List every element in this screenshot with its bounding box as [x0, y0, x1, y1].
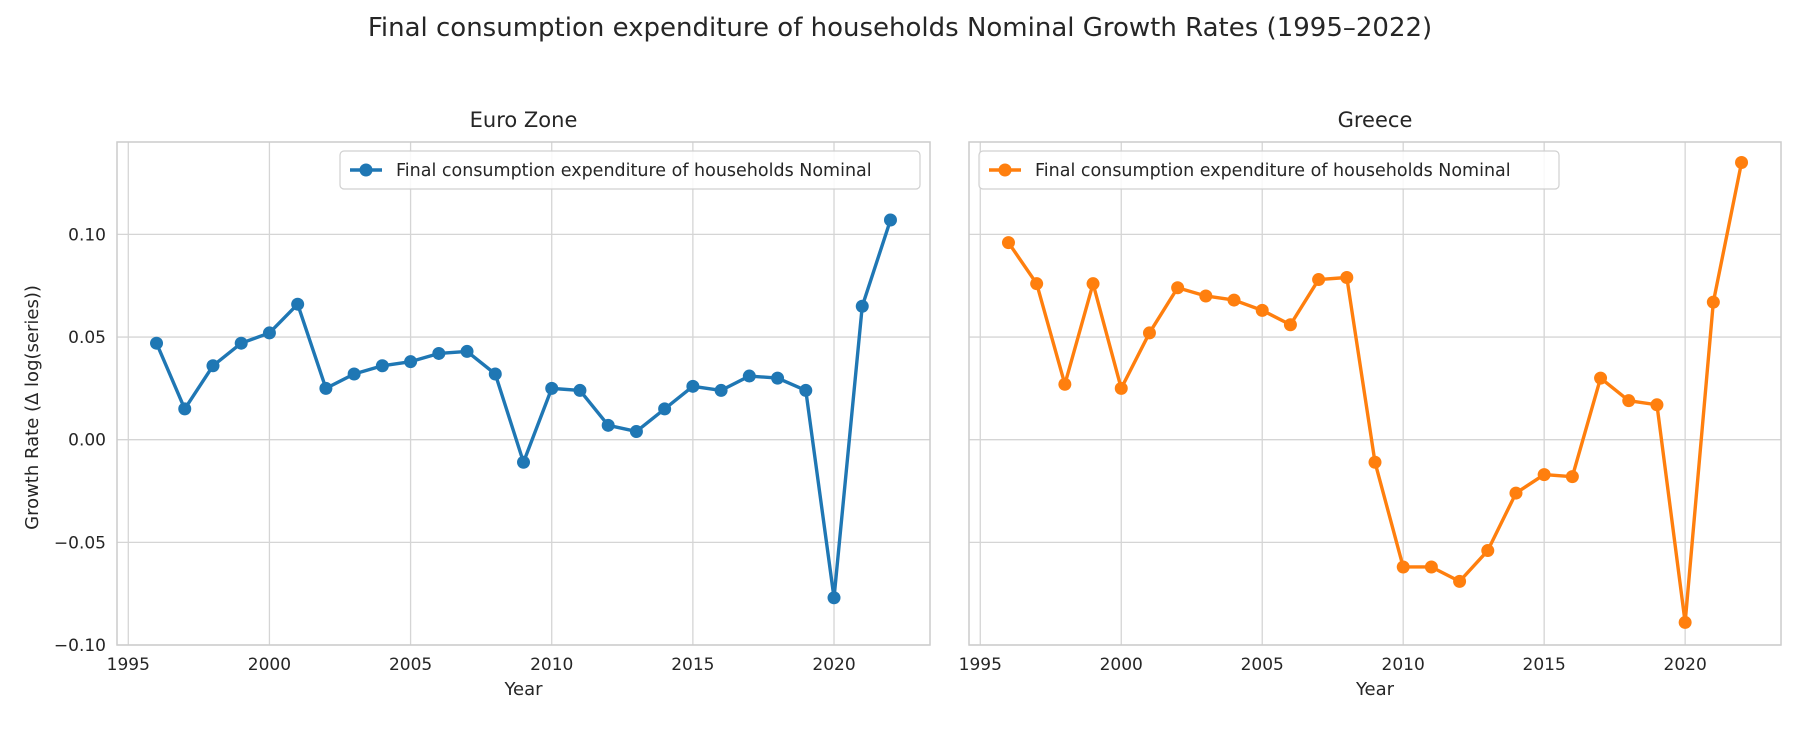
panel-1-point-1999	[1086, 277, 1100, 291]
panel-1-x-tick-label-1995: 1995	[959, 655, 1002, 675]
panel-0-y-tick-label-2: 0.00	[68, 431, 106, 451]
panel-0-point-2017	[742, 369, 756, 383]
panel-0-point-2004	[375, 359, 389, 373]
panel-1-x-axis-label: Year	[1355, 679, 1395, 700]
panel-1-point-2019	[1650, 398, 1664, 412]
panel-0-x-tick-label-1995: 1995	[107, 655, 150, 675]
panel-0-point-2007	[460, 344, 474, 358]
panel-1-point-2001	[1142, 326, 1156, 340]
panel-0-point-1998	[206, 359, 220, 373]
panel-1-point-2010	[1396, 560, 1410, 574]
panel-1-x-tick-label-2000: 2000	[1100, 655, 1143, 675]
panel-0-axes-frame	[116, 141, 931, 646]
panel-0-point-2002	[319, 381, 333, 395]
panel-0-point-1997	[178, 402, 192, 416]
panel-0-point-2013	[629, 424, 643, 438]
panel-0-x-tick-label-2010: 2010	[530, 655, 573, 675]
panel-0-point-2015	[686, 379, 700, 393]
panel-1-point-2015	[1537, 468, 1551, 482]
panel-1-legend-label-final-consumption-expenditure-of-households-nominal: Final consumption expenditure of househo…	[1035, 161, 1511, 181]
panel-1-x-tick-label-2020: 2020	[1664, 655, 1707, 675]
panel-0-title: Euro Zone	[470, 108, 578, 132]
panel-0-point-2009	[517, 455, 530, 469]
figure-title: Final consumption expenditure of househo…	[368, 13, 1432, 43]
panel-1-point-2006	[1283, 318, 1297, 332]
panel-1-point-2016	[1565, 470, 1579, 484]
panel-1-legend-marker-swatch	[998, 163, 1012, 177]
panel-0-y-tick-label-3: 0.05	[68, 328, 106, 348]
panel-1-axes-frame	[968, 141, 1782, 646]
panel-0-point-2001	[291, 297, 305, 311]
panel-0-point-2006	[432, 346, 446, 360]
panel-0-x-tick-label-2005: 2005	[389, 655, 432, 675]
panel-0-legend-box	[339, 150, 921, 190]
panel-1-legend-box	[978, 150, 1560, 190]
panel-1-point-2009	[1368, 455, 1382, 469]
panel-1-point-2012	[1453, 574, 1467, 588]
panel-0-x-axis-label: Year	[503, 679, 543, 700]
panel-1-point-2014	[1509, 486, 1523, 500]
panel-0-legend-marker-swatch	[359, 163, 373, 177]
panel-0-point-2014	[658, 402, 672, 416]
panel-0-point-2012	[601, 418, 615, 432]
panel-0-y-tick-label-0: −0.10	[54, 636, 106, 656]
panel-1-point-1997	[1030, 277, 1044, 291]
panel-0-point-2005	[404, 355, 418, 369]
panel-0-point-2019	[799, 383, 813, 397]
panel-1-x-tick-label-2005: 2005	[1241, 655, 1284, 675]
panel-1-point-2005	[1255, 303, 1269, 317]
panel-euro-zone: 1995 2000 2005 2010 2015 2020 −0.10 −0.05 0.00 0.…	[22, 108, 931, 700]
panel-1-point-2000	[1114, 381, 1128, 395]
panel-0-point-2003	[347, 367, 361, 381]
panel-1-point-2017	[1594, 371, 1608, 385]
panel-1-x-tick-label-2015: 2015	[1523, 655, 1566, 675]
panel-1-point-2020	[1678, 615, 1692, 629]
panel-1-legend: Final consumption expenditure of househo…	[978, 150, 1560, 190]
panel-1-point-2022	[1735, 156, 1749, 170]
panel-1-point-2011	[1424, 560, 1438, 574]
panel-0-x-tick-label-2015: 2015	[671, 655, 714, 675]
panel-0-point-2008	[488, 367, 502, 381]
panel-0-point-2022	[883, 213, 897, 227]
panel-0-y-tick-label-1: −0.05	[54, 533, 106, 553]
panel-0-point-2010	[545, 381, 559, 395]
panel-0-point-2016	[714, 383, 728, 397]
panel-greece: 1995 2000 2005 2010 2015 2020 Greece Year Final …	[959, 108, 1782, 700]
panel-1-point-1998	[1058, 377, 1072, 391]
panel-1-point-2002	[1171, 281, 1185, 295]
panel-0-point-2000	[262, 326, 276, 340]
panel-0-point-2021	[855, 299, 869, 313]
panel-1-title: Greece	[1338, 108, 1413, 132]
panel-1-point-2021	[1706, 295, 1720, 309]
panel-1-point-2018	[1622, 394, 1636, 408]
panel-0-legend-label-final-consumption-expenditure-of-households-nominal: Final consumption expenditure of househo…	[396, 161, 872, 181]
panel-0-x-tick-label-2020: 2020	[812, 655, 855, 675]
panel-0-point-2011	[573, 383, 587, 397]
panel-1-point-2013	[1481, 544, 1495, 558]
panel-0-y-axis-label: Growth Rate (Δ log(series))	[22, 285, 43, 530]
panel-1-point-2008	[1340, 271, 1354, 285]
panel-0-point-1999	[234, 336, 248, 350]
panel-1-point-2003	[1199, 289, 1213, 303]
panel-1-point-2007	[1312, 273, 1326, 287]
panel-1-point-1996	[1001, 236, 1015, 250]
panel-0-point-2018	[771, 371, 785, 385]
panel-0-x-tick-label-2000: 2000	[248, 655, 291, 675]
panel-0-y-tick-label-4: 0.10	[68, 225, 106, 245]
panel-1-x-tick-label-2010: 2010	[1382, 655, 1425, 675]
panel-0-legend: Final consumption expenditure of househo…	[339, 150, 921, 190]
panel-0-series-line-0	[154, 218, 893, 600]
panel-1-point-2004	[1227, 293, 1241, 307]
panel-0-point-2020	[827, 591, 841, 605]
panel-0-point-1996	[150, 336, 164, 350]
